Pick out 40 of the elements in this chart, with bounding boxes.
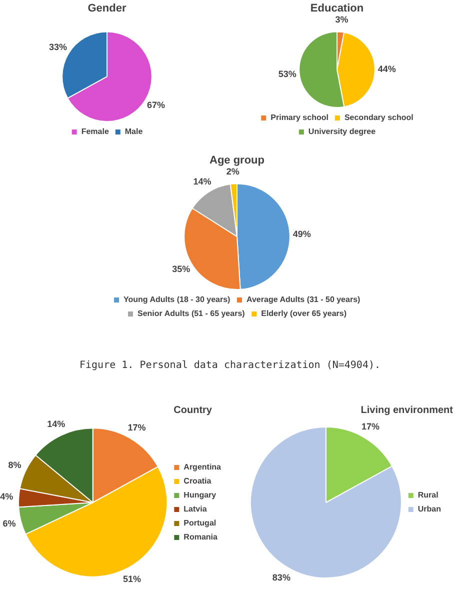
legend-label: Hungary bbox=[184, 490, 217, 500]
legend-label: Average Adults (31 - 50 years) bbox=[246, 295, 361, 304]
chart-title: Gender bbox=[88, 2, 127, 15]
chart-title: Education bbox=[310, 2, 364, 15]
legend-label: Primary school bbox=[270, 113, 328, 122]
legend-label: Romania bbox=[184, 532, 218, 542]
legend-title: Country bbox=[174, 404, 212, 416]
data-label: 17% bbox=[128, 422, 146, 433]
legend-label: Urban bbox=[418, 504, 442, 514]
data-label: 2% bbox=[226, 166, 240, 176]
legend-label: Female bbox=[81, 127, 110, 136]
legend-label: Portugal bbox=[184, 518, 216, 528]
caption: Figure 1. Personal data characterization (N=4904). bbox=[78, 360, 382, 371]
data-label: 17% bbox=[361, 422, 380, 432]
legend-label: Rural bbox=[418, 490, 438, 500]
legend-label: Young Adults (18 - 30 years) bbox=[124, 295, 231, 304]
data-label: 3% bbox=[335, 14, 348, 24]
legend-label: Croatia bbox=[184, 476, 212, 486]
data-label: 33% bbox=[49, 42, 68, 52]
legend-label: Secondary school bbox=[344, 113, 414, 122]
data-label: 14% bbox=[193, 176, 212, 186]
data-label: 44% bbox=[378, 64, 396, 74]
data-label: 49% bbox=[292, 229, 311, 240]
data-label: 35% bbox=[172, 264, 190, 274]
data-label: 4% bbox=[0, 492, 14, 502]
data-label: 6% bbox=[2, 518, 16, 528]
data-label: 8% bbox=[8, 460, 22, 470]
legend-title: Living environment bbox=[360, 404, 454, 416]
legend-label: University degree bbox=[308, 127, 376, 136]
legend-label: Senior Adults (51 - 65 years) bbox=[138, 309, 246, 318]
legend-label: Latvia bbox=[184, 504, 208, 514]
data-label: 53% bbox=[278, 68, 296, 79]
data-label: 51% bbox=[123, 574, 142, 584]
chart-title: Age group bbox=[210, 154, 265, 167]
data-label: 67% bbox=[146, 100, 165, 110]
data-label: 83% bbox=[272, 572, 290, 582]
legend-label: Elderly (over 65 years) bbox=[261, 309, 347, 318]
legend-label: Argentina bbox=[184, 462, 222, 472]
legend-label: Male bbox=[124, 127, 144, 136]
data-label: 14% bbox=[47, 418, 66, 429]
